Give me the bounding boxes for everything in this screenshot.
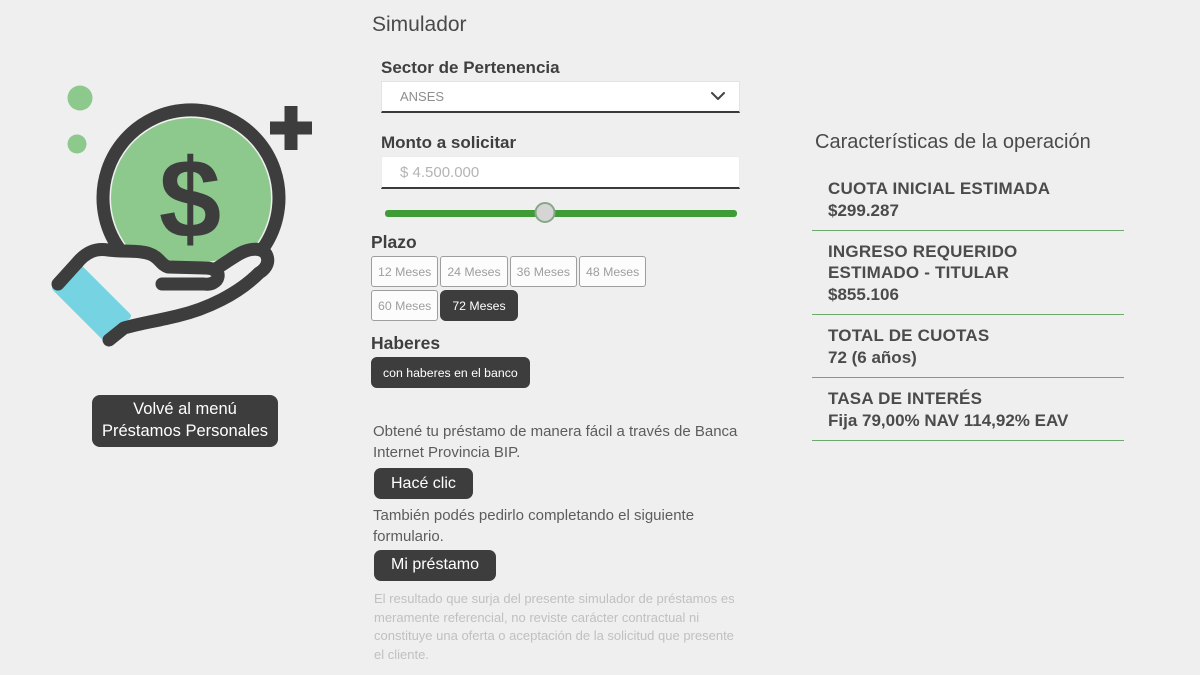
plazo-option-48-meses[interactable]: 48 Meses <box>578 256 647 287</box>
chevron-down-icon <box>711 92 725 100</box>
back-button-line2: Préstamos Personales <box>102 422 268 440</box>
hand-holding-coin-illustration: $ <box>51 85 312 347</box>
operation-title: Características de la operación <box>815 131 1091 153</box>
operation-row-value: $299.287 <box>828 201 899 220</box>
plazo-option-72-meses[interactable]: 72 Meses <box>440 290 518 321</box>
simulator-form: Sector de Pertenencia ANSES Monto a soli… <box>381 58 740 224</box>
sector-selected-value: ANSES <box>400 89 445 104</box>
plazo-option-12-meses[interactable]: 12 Meses <box>371 256 439 287</box>
form-text: También podés pedirlo completando el sig… <box>373 507 695 546</box>
back-to-menu-button[interactable]: Volvé al menú Préstamos Personales <box>92 395 278 447</box>
sector-label: Sector de Pertenencia <box>381 58 560 77</box>
monto-slider[interactable] <box>385 202 737 224</box>
hand-outline-top <box>51 243 225 291</box>
simulator-title: Simulador <box>372 13 467 36</box>
monto-input[interactable] <box>381 156 740 189</box>
operation-row-label: TASA DE INTERÉS <box>828 389 983 408</box>
operation-row-label: CUOTA INICIAL ESTIMADA <box>828 179 1051 198</box>
operation-row-label: TOTAL DE CUOTAS <box>828 326 990 345</box>
operation-row: TOTAL DE CUOTAS 72 (6 años) <box>812 315 1124 378</box>
slider-thumb[interactable] <box>534 202 556 223</box>
plazo-label: Plazo <box>371 232 417 252</box>
operation-row: TASA DE INTERÉS Fija 79,00% NAV 114,92% E… <box>812 378 1124 441</box>
monto-label: Monto a solicitar <box>381 133 517 152</box>
plazo-options: 12 Meses 24 Meses 36 Meses 48 Meses 60 Meses… <box>371 256 703 321</box>
plus-icon <box>270 106 312 150</box>
plazo-option-60-meses[interactable]: 60 Meses <box>371 290 439 321</box>
plazo-option-36-meses[interactable]: 36 Meses <box>509 256 577 287</box>
bip-click-button[interactable]: Hacé clic <box>374 468 473 500</box>
decorative-dot-small <box>67 134 87 154</box>
operation-row-label: INGRESO REQUERIDO ESTIMADO - TITULAR <box>828 242 1018 282</box>
operation-row-value: 72 (6 años) <box>828 348 917 367</box>
operation-row-value: Fija 79,00% NAV 114,92% EAV <box>828 411 1069 430</box>
haberes-label: Haberes <box>371 333 441 353</box>
operation-details-panel: Características de la operación CUOTA IN… <box>812 131 1124 441</box>
hand-outline-bottom <box>102 242 275 347</box>
simulator-panel: Simulador Sector de Pertenencia ANSES Mo… <box>371 0 743 665</box>
dollar-sign-icon: $ <box>159 136 221 261</box>
back-button-line1: Volvé al menú <box>133 400 237 419</box>
operation-row: CUOTA INICIAL ESTIMADA $299.287 <box>812 178 1124 231</box>
haberes-option-con-haberes-en-el-banco[interactable]: con haberes en el banco <box>371 357 530 388</box>
decorative-dot-large <box>67 85 93 111</box>
plazo-option-24-meses[interactable]: 24 Meses <box>440 256 508 287</box>
disclaimer-text: El resultado que surja del presente simu… <box>374 590 735 663</box>
my-loan-button[interactable]: Mi préstamo <box>374 549 497 581</box>
sector-select[interactable]: ANSES <box>381 81 740 113</box>
haberes-options: con haberes en el banco <box>371 357 703 388</box>
slider-track[interactable] <box>385 210 737 217</box>
bip-text: Obtené tu préstamo de manera fácil a tra… <box>373 423 738 461</box>
operation-rows: CUOTA INICIAL ESTIMADA $299.287 INGRESO RE… <box>812 178 1124 441</box>
coin-ring <box>96 103 286 276</box>
operation-row: INGRESO REQUERIDO ESTIMADO - TITULAR $855… <box>812 231 1124 315</box>
coin-circle <box>111 118 271 278</box>
operation-row-value: $855.106 <box>828 285 899 304</box>
